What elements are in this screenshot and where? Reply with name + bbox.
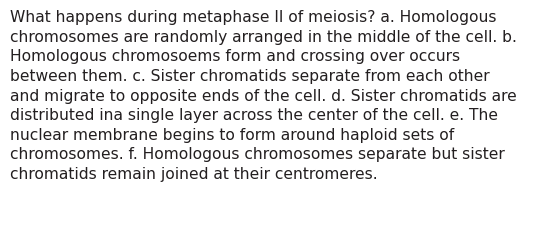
- Text: What happens during metaphase II of meiosis? a. Homologous
chromosomes are rando: What happens during metaphase II of meio…: [10, 10, 517, 181]
